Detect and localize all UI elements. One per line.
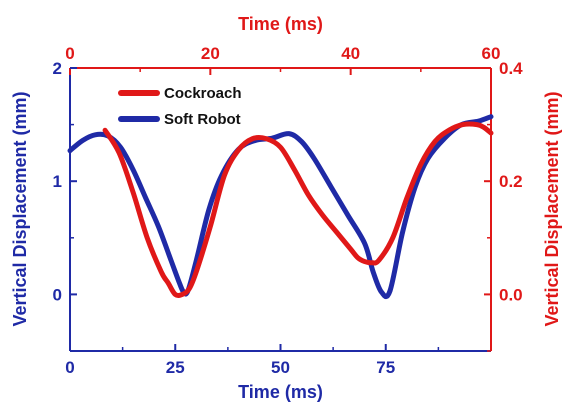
series-line-cockroach (102, 121, 494, 298)
right-axis-title: Vertical Displacement (mm) (542, 91, 562, 326)
top-tick-label: 0 (65, 44, 74, 63)
bottom-tick-label: 25 (166, 358, 185, 377)
legend-label-soft-robot: Soft Robot (164, 111, 241, 128)
left-axis-title: Vertical Displacement (mm) (10, 91, 30, 326)
axes-layer (69, 67, 492, 352)
left-tick-label: 2 (53, 59, 62, 78)
top-tick-label: 20 (201, 44, 220, 63)
bottom-tick-label: 75 (376, 358, 395, 377)
left-tick-label: 1 (53, 172, 62, 191)
right-tick-label: 0.4 (499, 59, 523, 78)
legend-label-cockroach: Cockroach (164, 85, 242, 102)
right-tick-label: 0.0 (499, 285, 523, 304)
bottom-tick-label: 50 (271, 358, 290, 377)
plot-frame (70, 68, 491, 351)
top-axis-title: Time (ms) (238, 14, 323, 34)
left-tick-label: 0 (53, 285, 62, 304)
legend: Cockroach Soft Robot (118, 85, 242, 128)
bottom-axis-title: Time (ms) (238, 382, 323, 402)
series-layer (67, 114, 494, 300)
top-tick-label: 60 (482, 44, 501, 63)
bottom-tick-label: 0 (65, 358, 74, 377)
ticks-layer: 0 25 50 75 0 20 40 60 0 1 2 0.0 0.2 0.4 (53, 44, 524, 377)
right-tick-label: 0.2 (499, 172, 523, 191)
top-tick-label: 40 (341, 44, 360, 63)
series-line-soft-robot (67, 114, 494, 300)
